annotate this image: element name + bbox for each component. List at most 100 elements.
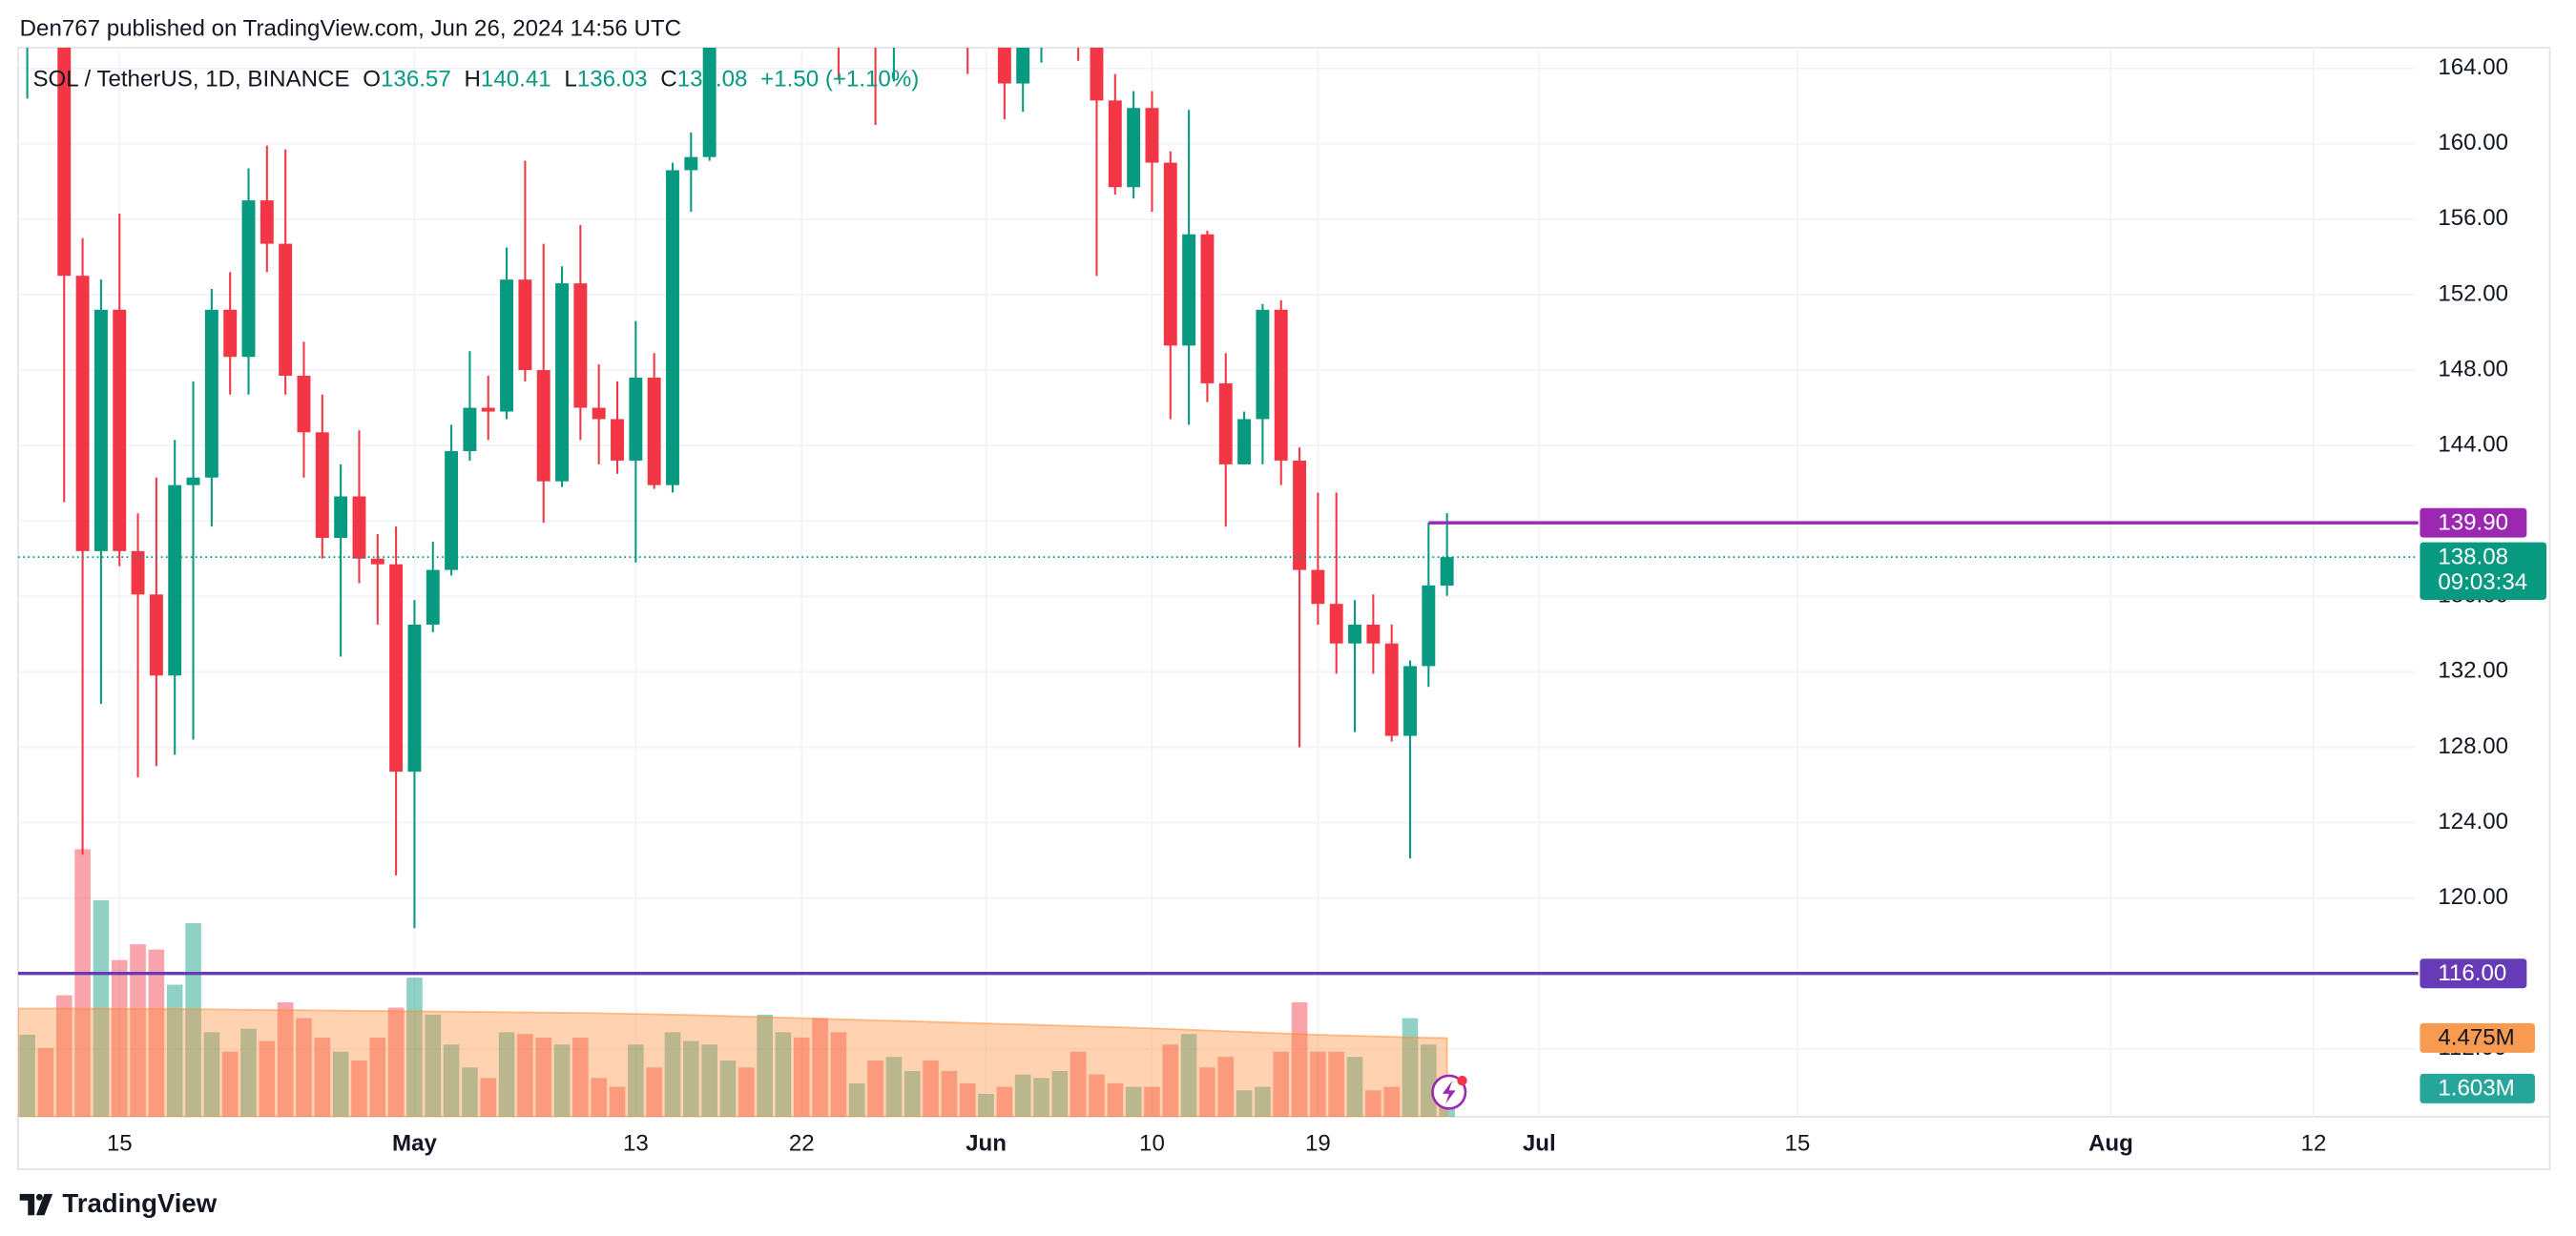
candle-body	[1329, 604, 1343, 644]
footer: TradingView	[62, 1188, 217, 1218]
volume-bar	[737, 1067, 755, 1117]
candle-body	[297, 375, 311, 433]
volume-bar	[314, 1037, 331, 1117]
candle-body	[1218, 382, 1233, 464]
volume-bar	[111, 959, 128, 1117]
countdown-label: 09:03:34	[2438, 569, 2527, 595]
candle-body	[997, 47, 1011, 84]
volume-bar	[812, 1018, 828, 1117]
candle-body	[204, 309, 218, 478]
candle-body	[113, 309, 127, 551]
volume-bar	[867, 1060, 883, 1117]
volume-bar	[978, 1093, 994, 1117]
volume-ma-area	[17, 1007, 1448, 1117]
volume-bar	[628, 1044, 644, 1117]
legend-field: H	[465, 67, 481, 93]
candle-body	[463, 407, 477, 452]
price-label: 116.00	[2438, 960, 2506, 986]
candle-body	[647, 377, 661, 485]
candle-body	[555, 283, 569, 482]
candle-body	[1163, 162, 1177, 346]
volume-bar	[1421, 1044, 1437, 1117]
x-tick-label: Aug	[2088, 1131, 2133, 1157]
volume-bar	[591, 1078, 608, 1117]
volume-bar	[1217, 1057, 1235, 1117]
volume-bar	[369, 1037, 386, 1117]
volume-bar	[553, 1044, 571, 1117]
legend-field: L	[564, 67, 576, 93]
price-label-box	[2420, 958, 2527, 989]
volume-bar	[462, 1067, 478, 1117]
volume-bar	[830, 1032, 847, 1117]
volume-bar	[1402, 1018, 1419, 1117]
candle-body	[481, 407, 495, 412]
y-tick-label: 132.00	[2438, 658, 2508, 684]
volume-bar	[904, 1070, 921, 1117]
candle-body	[1293, 460, 1307, 570]
legend-field: C	[660, 67, 676, 93]
legend-symbol: SOL / TetherUS, 1D, BINANCE	[32, 67, 349, 93]
alert-icon	[1431, 1074, 1467, 1110]
header: Den767 published on TradingView.com, Jun…	[20, 15, 681, 41]
candle-body	[611, 419, 624, 461]
candle-body	[592, 407, 606, 420]
volume-bar	[296, 1018, 312, 1117]
price-label-box	[2420, 507, 2527, 538]
volume-bar	[757, 1014, 773, 1117]
candle-body	[75, 276, 90, 551]
volume-bar	[240, 1028, 257, 1117]
volume-bar	[923, 1060, 939, 1117]
volume-bar	[996, 1086, 1013, 1117]
candle-body	[241, 200, 256, 358]
volume-bar	[572, 1037, 589, 1117]
volume-bar	[148, 949, 165, 1117]
volume-bar	[1180, 1034, 1197, 1117]
candle-body	[426, 569, 440, 625]
volume-bar	[277, 1001, 294, 1117]
chart-frame	[17, 47, 2551, 1170]
volume-bar	[517, 1034, 533, 1117]
candle-body	[536, 370, 551, 482]
legend-low: 136.03	[577, 67, 648, 93]
legend-close: 138.08	[677, 67, 748, 93]
footer-logo	[19, 1193, 53, 1216]
candle-body	[666, 170, 679, 485]
candle-body	[1311, 569, 1325, 605]
volume-bar	[535, 1037, 552, 1117]
volume-bar	[1125, 1086, 1142, 1117]
y-tick-label: 128.00	[2438, 733, 2508, 759]
candle-body	[1090, 47, 1104, 101]
y-tick-label: 156.00	[2438, 205, 2508, 231]
candle-body	[445, 451, 459, 570]
candle-body	[168, 484, 182, 676]
candle-body	[149, 594, 163, 676]
overlays: 15May1322Jun1019Jul15Aug12112.00116.0012…	[17, 54, 2547, 1157]
x-tick-label: May	[392, 1131, 437, 1157]
y-tick-label: 160.00	[2438, 130, 2508, 155]
volume-bar	[775, 1032, 792, 1117]
candle-body	[93, 309, 108, 551]
volume-bar	[185, 922, 201, 1117]
candle-body	[684, 156, 698, 171]
candle-body	[702, 47, 717, 157]
candle-body	[186, 477, 200, 485]
volume-bar	[480, 1078, 497, 1117]
candle-body	[1145, 108, 1159, 163]
volume-bar	[941, 1070, 958, 1117]
volume-bar	[1236, 1090, 1253, 1117]
y-tick-label: 152.00	[2438, 280, 2508, 306]
y-tick-label: 124.00	[2438, 809, 2508, 834]
candle-body	[260, 200, 274, 244]
legend-open: 136.57	[381, 67, 451, 93]
x-tick-label: Jun	[966, 1131, 1007, 1157]
volume-bar	[387, 1007, 405, 1117]
candle-body	[518, 279, 532, 371]
candle-body	[1422, 585, 1436, 667]
volume-bar	[498, 1032, 515, 1117]
volume-bar	[1107, 1082, 1124, 1117]
candle-body	[1256, 309, 1270, 420]
x-tick-label: 22	[789, 1131, 815, 1157]
candle-body	[407, 624, 422, 772]
